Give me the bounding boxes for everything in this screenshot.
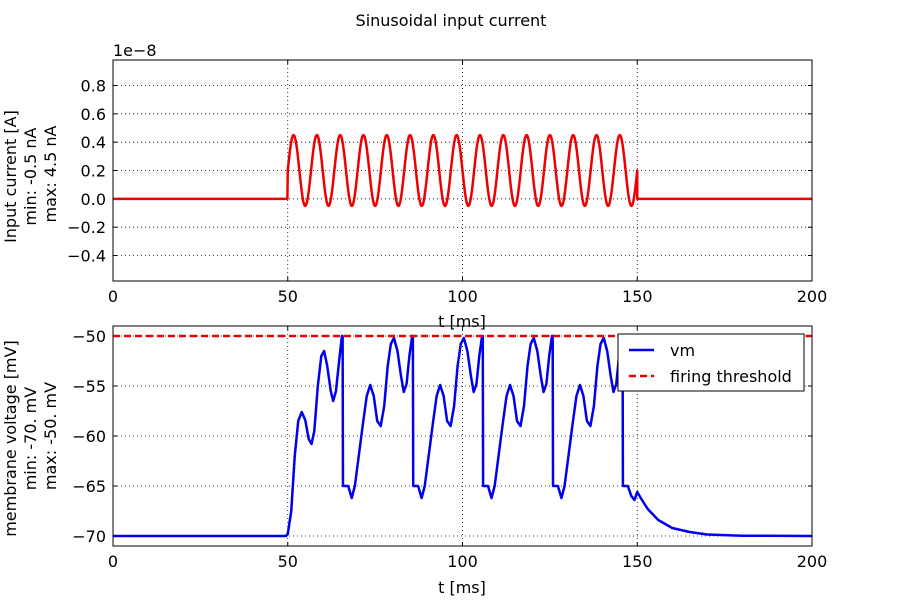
legend-vm-label: vm xyxy=(670,341,695,360)
membrane-voltage-ylabel-line-3: max: -50. mV xyxy=(41,382,60,490)
input-current-ytick-label: 0.6 xyxy=(81,105,106,124)
membrane-voltage-series xyxy=(113,334,813,538)
input-current-series xyxy=(112,133,813,208)
input-current-ylabel-line-3: max: 4.5 nA xyxy=(41,125,60,222)
input-current-xtick-label: 100 xyxy=(447,287,478,306)
membrane-voltage-line xyxy=(113,334,813,538)
membrane-voltage-xtick-label: 150 xyxy=(622,552,653,571)
input-current-ytick-label: −0.2 xyxy=(67,218,106,237)
input-current-ylabel-line-2: min: -0.5 nA xyxy=(21,127,40,225)
input-current-frame xyxy=(112,59,813,282)
membrane-voltage-xtick-label: 200 xyxy=(797,552,828,571)
input-current-xtick-label: 50 xyxy=(278,287,298,306)
membrane-voltage-ylabel-line-1: membrane voltage [mV] xyxy=(1,340,20,537)
membrane-voltage-ylabel-line-2: min: -70. mV xyxy=(21,387,40,491)
input-current-line xyxy=(112,133,813,208)
input-current-ytick-label: 0.4 xyxy=(81,133,106,152)
legend-threshold-label: firing threshold xyxy=(670,367,792,386)
input-current-axes: 0 50 100 150 200 −0.4 −0.2 0.0 0.2 0.4 0.6 0.8 1e−8… xyxy=(1,41,827,331)
figure-title: Sinusoidal input current xyxy=(356,11,547,30)
input-current-ytick-label: 0.8 xyxy=(81,77,106,96)
membrane-voltage-ytick-label: −70 xyxy=(72,527,106,546)
membrane-voltage-ticks: 0 50 100 150 200 −70 −65 −60 −55 −50 xyxy=(72,326,827,571)
membrane-voltage-xtick-label: 0 xyxy=(108,552,118,571)
input-current-xtick-label: 150 xyxy=(622,287,653,306)
membrane-voltage-xtick-label: 50 xyxy=(278,552,298,571)
membrane-voltage-axes: 0 50 100 150 200 −70 −65 −60 −55 −50 t [ms] membr… xyxy=(1,325,827,597)
membrane-voltage-ytick-label: −55 xyxy=(72,377,106,396)
input-current-offset-text: 1e−8 xyxy=(113,41,157,60)
input-current-ytick-label: 0.0 xyxy=(81,190,106,209)
legend-box xyxy=(617,333,805,392)
membrane-voltage-frame xyxy=(112,325,813,547)
legend: vm firing threshold xyxy=(617,333,805,392)
input-current-ytick-label: 0.2 xyxy=(81,162,106,181)
input-current-ylabel-line-1: Input current [A] xyxy=(1,110,20,243)
membrane-voltage-ytick-label: −65 xyxy=(72,477,106,496)
input-current-xtick-label: 200 xyxy=(797,287,828,306)
input-current-ylabel: Input current [A] min: -0.5 nA max: 4.5 … xyxy=(1,105,60,243)
membrane-voltage-xtick-label: 100 xyxy=(447,552,478,571)
input-current-ytick-label: −0.4 xyxy=(67,247,106,266)
membrane-voltage-ytick-label: −60 xyxy=(72,427,106,446)
membrane-voltage-xlabel: t [ms] xyxy=(438,578,486,597)
membrane-voltage-ytick-label: −50 xyxy=(72,327,106,346)
input-current-ticks: 0 50 100 150 200 −0.4 −0.2 0.0 0.2 0.4 0.6 0.8 xyxy=(67,60,827,306)
input-current-xtick-label: 0 xyxy=(108,287,118,306)
membrane-voltage-ylabel: membrane voltage [mV] min: -70. mV max: … xyxy=(1,335,60,537)
